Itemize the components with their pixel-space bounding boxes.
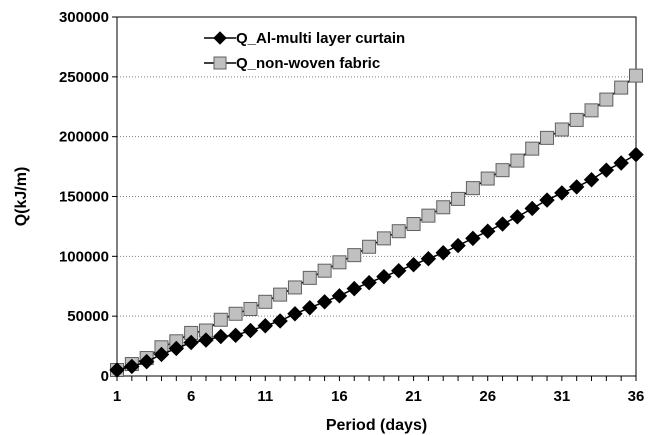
data-point bbox=[316, 294, 333, 310]
data-point bbox=[183, 334, 199, 351]
data-point bbox=[569, 112, 584, 127]
data-point bbox=[362, 239, 377, 254]
data-point bbox=[227, 327, 244, 344]
x-axis-title: Period (days) bbox=[326, 417, 427, 434]
x-tick-label: 26 bbox=[479, 388, 496, 405]
data-point bbox=[495, 163, 510, 178]
data-point bbox=[613, 155, 629, 171]
data-point bbox=[539, 192, 555, 208]
data-point bbox=[584, 103, 599, 118]
data-point bbox=[598, 162, 615, 178]
data-point bbox=[628, 146, 644, 163]
data-point bbox=[421, 208, 436, 223]
x-tick-label: 1 bbox=[113, 388, 121, 405]
data-point bbox=[465, 230, 481, 247]
data-point bbox=[436, 200, 451, 215]
data-point bbox=[568, 179, 585, 195]
x-tick-label: 21 bbox=[405, 388, 422, 405]
data-point bbox=[629, 68, 643, 83]
data-point bbox=[524, 200, 540, 217]
legend-label: Q_non-woven fabric bbox=[236, 55, 380, 72]
data-point bbox=[346, 280, 362, 297]
data-point bbox=[302, 300, 318, 316]
y-tick-label: 50000 bbox=[67, 308, 109, 325]
data-point bbox=[465, 181, 480, 196]
legend: Q_Al-multi layer curtain Q_non-woven fabr… bbox=[204, 30, 405, 72]
y-tick-label: 300000 bbox=[59, 9, 109, 26]
data-point bbox=[257, 318, 273, 334]
data-point bbox=[540, 130, 555, 145]
y-tick-label: 0 bbox=[101, 368, 109, 385]
data-point bbox=[273, 287, 288, 302]
data-point bbox=[272, 313, 288, 329]
y-tick-label: 150000 bbox=[59, 189, 109, 206]
data-point bbox=[198, 332, 214, 348]
series-square bbox=[110, 68, 643, 378]
x-tick-label: 31 bbox=[554, 388, 571, 405]
data-point bbox=[287, 306, 303, 322]
data-point bbox=[332, 255, 347, 270]
data-point bbox=[109, 362, 125, 378]
data-point bbox=[376, 231, 391, 246]
data-point bbox=[554, 122, 569, 137]
data-point bbox=[406, 217, 421, 232]
x-tick-label: 16 bbox=[331, 388, 348, 405]
y-tick-label: 200000 bbox=[59, 129, 109, 146]
data-point bbox=[435, 245, 451, 261]
data-point bbox=[376, 268, 392, 285]
y-axis-title: Q(kJ/m) bbox=[13, 167, 30, 227]
data-point bbox=[510, 153, 525, 168]
data-point bbox=[302, 270, 317, 285]
data-point bbox=[405, 257, 422, 273]
x-tick-label: 11 bbox=[257, 388, 273, 405]
data-point bbox=[287, 280, 302, 295]
data-point bbox=[228, 306, 243, 321]
data-point bbox=[317, 263, 332, 278]
x-tick-label: 36 bbox=[628, 388, 645, 405]
x-axis-ticks: 1 6 11 16 21 26 31 36 bbox=[113, 376, 645, 405]
data-point bbox=[494, 216, 511, 232]
data-point bbox=[347, 248, 362, 263]
y-tick-label: 100000 bbox=[59, 248, 109, 265]
data-point bbox=[554, 185, 570, 201]
x-tick-label: 6 bbox=[187, 388, 195, 405]
data-point bbox=[124, 358, 140, 375]
data-point bbox=[153, 346, 170, 363]
data-point bbox=[451, 191, 466, 206]
data-point bbox=[243, 301, 258, 316]
legend-marker bbox=[213, 56, 227, 70]
data-point bbox=[331, 288, 348, 304]
data-point bbox=[242, 322, 259, 339]
data-point bbox=[614, 80, 629, 95]
legend-label: Q_Al-multi layer curtain bbox=[236, 30, 405, 47]
series-diamond bbox=[109, 146, 644, 378]
data-point bbox=[138, 353, 155, 370]
data-point bbox=[213, 328, 229, 345]
data-point bbox=[480, 171, 495, 186]
series-line bbox=[116, 75, 637, 371]
data-point bbox=[258, 294, 273, 309]
data-point bbox=[361, 274, 377, 291]
data-point bbox=[583, 172, 600, 188]
legend-marker bbox=[213, 31, 227, 45]
y-tick-label: 250000 bbox=[59, 69, 109, 86]
data-point bbox=[480, 223, 496, 239]
data-point bbox=[509, 209, 526, 225]
data-point bbox=[599, 92, 614, 107]
data-point bbox=[525, 141, 540, 156]
y-axis-ticks: 0 50000 100000 150000 200000 250000 300000 bbox=[59, 9, 117, 385]
series-layer bbox=[109, 68, 644, 378]
data-point bbox=[168, 340, 185, 357]
data-point bbox=[213, 312, 228, 327]
data-point bbox=[450, 237, 466, 254]
data-point bbox=[391, 224, 406, 239]
data-point bbox=[420, 251, 437, 267]
data-point bbox=[391, 262, 407, 279]
